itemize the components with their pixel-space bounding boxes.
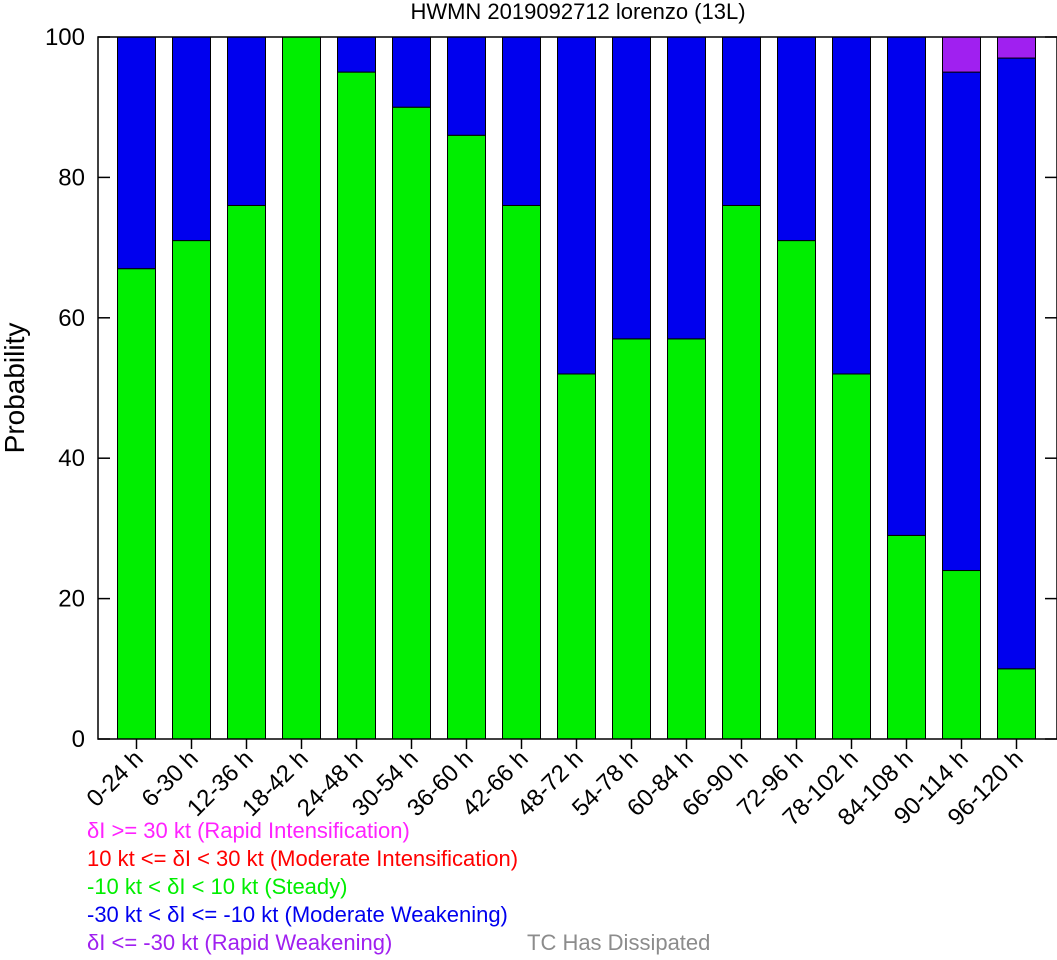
y-axis-ticks: 0 20 40 60 80 100 [45,24,1057,753]
y-tick-label: 0 [72,726,85,753]
bar-segment-steady [282,36,321,740]
bar-segment-moderate-weakening [117,36,156,270]
bar-segment-moderate-weakening [832,36,871,375]
bar-segment-moderate-weakening [227,36,266,206]
bar-segment-moderate-weakening [667,36,706,340]
plot-frame [97,36,1057,740]
bar-segment-rapid-weakening [997,36,1036,59]
legend-rapid-weakening: δI <= -30 kt (Rapid Weakening) [87,930,393,955]
bar-segment-moderate-weakening [502,36,541,206]
bar-segment-moderate-weakening [777,36,816,242]
bar-segment-steady [887,534,926,740]
bar-segment-steady [392,106,431,740]
x-tick-label: 0-24 h [82,745,149,812]
bar-segment-moderate-weakening [722,36,761,206]
bar-segment-moderate-weakening [337,36,376,73]
legend-rapid-intensification: δI >= 30 kt (Rapid Intensification) [87,818,410,843]
bar-segment-steady [172,240,211,740]
bar-segment-steady [502,204,541,740]
bar-segment-steady [997,668,1036,740]
y-tick-label: 20 [58,586,85,613]
x-axis-ticks: 0-24 h6-30 h12-36 h18-42 h24-48 h30-54 h… [82,739,1029,831]
chart-title: HWMN 2019092712 lorenzo (13L) [410,0,745,24]
bar-segment-steady [227,204,266,740]
bar-segment-steady [117,268,156,740]
bar-segment-moderate-weakening [557,36,596,375]
y-tick-label: 40 [58,445,85,472]
legend-moderate-intensification: 10 kt <= δI < 30 kt (Moderate Intensific… [87,846,519,871]
bar-segment-moderate-weakening [887,36,926,536]
legend-moderate-weakening: -30 kt < δI <= -10 kt (Moderate Weakenin… [87,902,508,927]
bar-segment-steady [722,204,761,740]
y-tick-label: 80 [58,164,85,191]
bar-segment-moderate-weakening [172,36,211,242]
bar-segment-steady [337,71,376,740]
bars-layer [117,36,1036,740]
y-tick-label: 60 [58,305,85,332]
bar-segment-steady [447,134,486,740]
bar-segment-steady [777,240,816,740]
bar-segment-steady [612,338,651,740]
y-axis-label: Probability [0,323,30,454]
bar-segment-steady [667,338,706,740]
legend-dissipated: TC Has Dissipated [527,930,711,955]
bar-segment-rapid-weakening [942,36,981,73]
bar-segment-steady [832,373,871,740]
bar-segment-moderate-weakening [997,57,1036,670]
y-tick-label: 100 [45,24,85,51]
bar-segment-steady [557,373,596,740]
legend-steady: -10 kt < δI < 10 kt (Steady) [87,874,348,899]
bar-segment-moderate-weakening [447,36,486,136]
bar-segment-steady [942,570,981,740]
bar-segment-moderate-weakening [942,71,981,572]
bar-segment-moderate-weakening [612,36,651,340]
bar-segment-moderate-weakening [392,36,431,108]
